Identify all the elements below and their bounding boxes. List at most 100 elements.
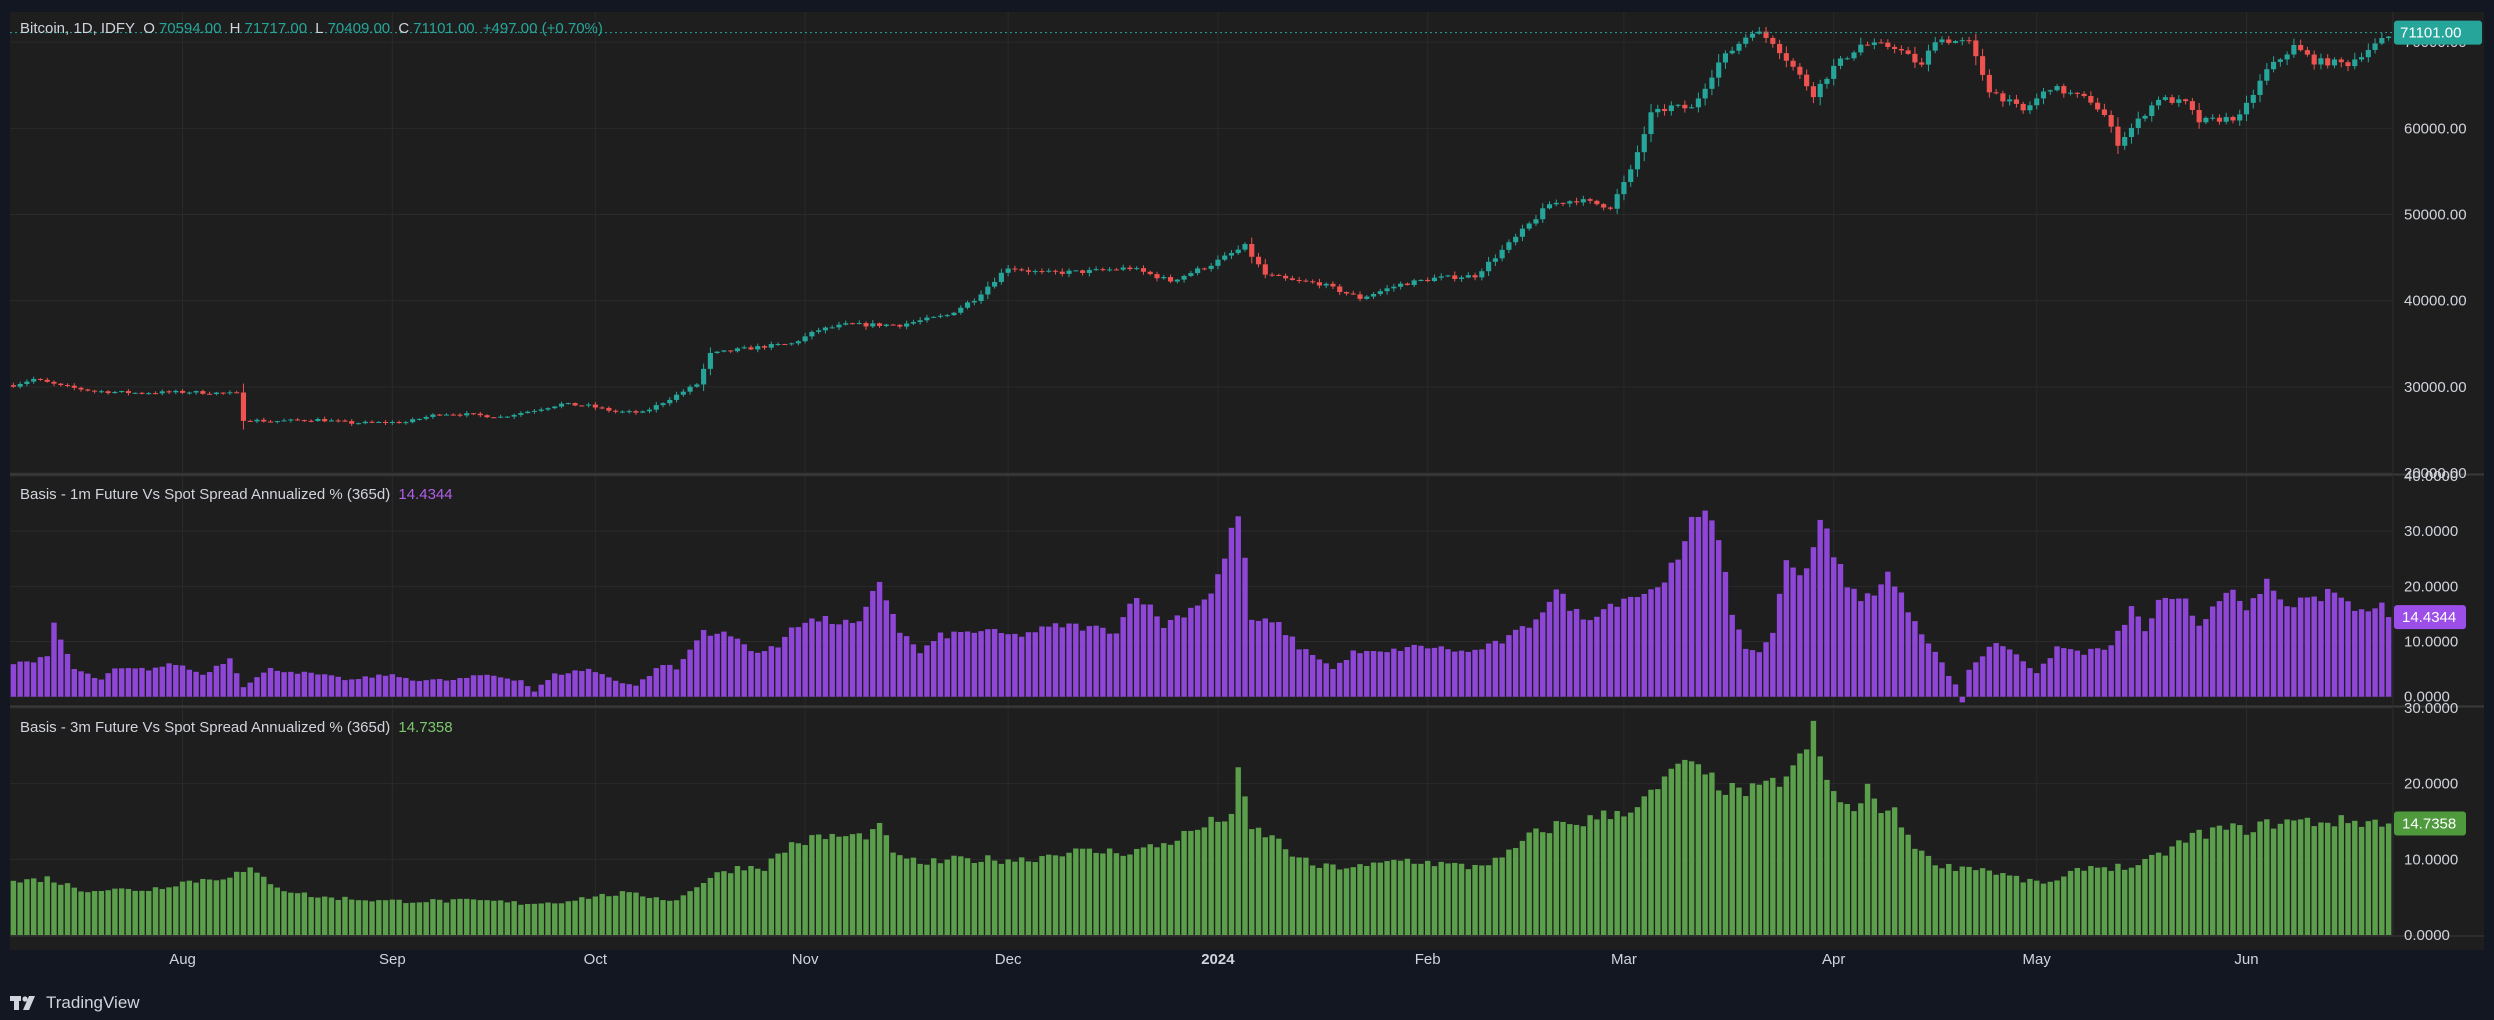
basis-3m-bar[interactable] bbox=[17, 882, 23, 935]
candle[interactable] bbox=[1661, 108, 1668, 112]
basis-3m-bar[interactable] bbox=[369, 901, 375, 935]
basis-1m-bar[interactable] bbox=[910, 644, 917, 697]
basis-3m-bar[interactable] bbox=[667, 900, 673, 935]
basis-3m-bar[interactable] bbox=[213, 880, 220, 935]
basis-3m-bar[interactable] bbox=[1472, 864, 1478, 935]
basis-1m-bar[interactable] bbox=[2108, 645, 2114, 697]
candle[interactable] bbox=[403, 422, 409, 424]
basis-3m-bar[interactable] bbox=[612, 895, 619, 935]
candle[interactable] bbox=[1350, 293, 1356, 295]
basis-1m-bar[interactable] bbox=[1648, 589, 1654, 697]
candle[interactable] bbox=[2142, 115, 2148, 119]
candle[interactable] bbox=[1147, 271, 1153, 275]
basis-3m-bar[interactable] bbox=[1736, 787, 1742, 935]
candle[interactable] bbox=[1756, 31, 1762, 34]
candle[interactable] bbox=[491, 417, 497, 419]
basis-3m-bar[interactable] bbox=[1688, 761, 1695, 935]
basis-1m-bar[interactable] bbox=[755, 652, 761, 697]
candle[interactable] bbox=[1472, 275, 1478, 278]
basis-1m-bar[interactable] bbox=[2121, 624, 2128, 697]
basis-1m-bar[interactable] bbox=[626, 684, 632, 697]
basis-1m-bar[interactable] bbox=[552, 673, 558, 697]
basis-1m-bar[interactable] bbox=[2000, 646, 2006, 697]
basis-1m-bar[interactable] bbox=[1891, 586, 1898, 697]
basis-3m-bar[interactable] bbox=[1343, 868, 1350, 935]
candle[interactable] bbox=[2325, 58, 2331, 66]
basis-3m-bar[interactable] bbox=[396, 899, 402, 935]
basis-1m-bar[interactable] bbox=[1641, 593, 1647, 697]
basis-1m-bar[interactable] bbox=[1898, 592, 1905, 697]
candle[interactable] bbox=[382, 421, 389, 423]
basis-1m-bar[interactable] bbox=[1066, 623, 1072, 697]
basis-1m-bar[interactable] bbox=[1810, 547, 1817, 697]
basis-3m-bar[interactable] bbox=[125, 888, 132, 935]
candle[interactable] bbox=[2318, 58, 2324, 65]
basis-1m-bar[interactable] bbox=[606, 677, 612, 697]
candle[interactable] bbox=[2034, 98, 2040, 106]
candle[interactable] bbox=[1743, 37, 1749, 44]
basis-3m-bar[interactable] bbox=[1844, 804, 1850, 935]
candle[interactable] bbox=[2135, 118, 2141, 128]
basis-1m-bar[interactable] bbox=[200, 674, 206, 697]
basis-3m-bar[interactable] bbox=[2020, 882, 2026, 935]
basis-3m-bar[interactable] bbox=[2264, 819, 2270, 935]
basis-1m-bar[interactable] bbox=[261, 672, 267, 697]
basis-3m-bar[interactable] bbox=[734, 866, 741, 935]
basis-1m-bar[interactable] bbox=[1675, 559, 1681, 697]
basis-3m-bar[interactable] bbox=[2094, 867, 2101, 935]
candle[interactable] bbox=[335, 420, 341, 422]
basis-1m-bar[interactable] bbox=[2061, 648, 2067, 697]
basis-3m-bar[interactable] bbox=[917, 863, 923, 935]
candle[interactable] bbox=[1722, 53, 1729, 63]
basis-1m-bar[interactable] bbox=[619, 683, 626, 697]
basis-3m-bar[interactable] bbox=[1418, 863, 1424, 935]
basis-1m-bar[interactable] bbox=[829, 624, 835, 697]
candle[interactable] bbox=[673, 394, 680, 400]
basis-1m-bar[interactable] bbox=[1715, 540, 1722, 697]
basis-1m-bar[interactable] bbox=[125, 668, 132, 697]
basis-1m-bar[interactable] bbox=[179, 665, 186, 697]
basis-1m-bar[interactable] bbox=[1952, 684, 1959, 697]
candle[interactable] bbox=[2027, 105, 2033, 111]
basis-1m-bar[interactable] bbox=[822, 615, 829, 697]
basis-3m-bar[interactable] bbox=[876, 822, 883, 935]
basis-1m-bar[interactable] bbox=[1113, 633, 1120, 697]
candle[interactable] bbox=[816, 330, 822, 332]
basis-1m-bar[interactable] bbox=[233, 673, 240, 697]
basis-3m-bar[interactable] bbox=[443, 902, 450, 935]
basis-3m-bar[interactable] bbox=[376, 900, 382, 935]
basis-1m-bar[interactable] bbox=[1343, 659, 1350, 697]
candle[interactable] bbox=[342, 420, 348, 422]
basis-3m-bar[interactable] bbox=[355, 900, 362, 935]
basis-1m-bar[interactable] bbox=[2149, 618, 2155, 697]
candle[interactable] bbox=[267, 421, 274, 423]
basis-3m-bar[interactable] bbox=[403, 903, 409, 935]
basis-1m-bar[interactable] bbox=[24, 661, 30, 697]
basis-3m-bar[interactable] bbox=[1831, 791, 1837, 935]
basis-3m-bar[interactable] bbox=[1140, 847, 1147, 935]
candle[interactable] bbox=[1438, 276, 1444, 278]
basis-1m-bar[interactable] bbox=[612, 680, 619, 697]
candle[interactable] bbox=[1763, 31, 1769, 38]
basis-1m-bar[interactable] bbox=[1424, 648, 1431, 697]
candle[interactable] bbox=[1919, 62, 1925, 65]
basis-3m-bar[interactable] bbox=[768, 858, 774, 935]
basis-1m-bar[interactable] bbox=[2040, 663, 2047, 697]
basis-1m-bar[interactable] bbox=[342, 680, 348, 697]
basis-3m-bar[interactable] bbox=[71, 887, 77, 935]
basis-1m-bar[interactable] bbox=[267, 668, 274, 697]
candle[interactable] bbox=[1154, 274, 1160, 279]
candle[interactable] bbox=[1952, 41, 1959, 43]
candle[interactable] bbox=[349, 421, 355, 424]
basis-1m-bar[interactable] bbox=[531, 691, 538, 697]
basis-3m-bar[interactable] bbox=[633, 892, 639, 935]
basis-3m-bar[interactable] bbox=[247, 867, 253, 935]
basis-1m-bar[interactable] bbox=[1912, 621, 1918, 697]
candle[interactable] bbox=[322, 418, 328, 422]
basis-3m-bar[interactable] bbox=[1370, 862, 1377, 935]
candle[interactable] bbox=[1255, 256, 1262, 265]
basis-3m-bar[interactable] bbox=[903, 858, 910, 935]
candle[interactable] bbox=[17, 384, 23, 387]
basis-3m-bar[interactable] bbox=[1323, 863, 1329, 935]
basis-1m-bar[interactable] bbox=[2047, 658, 2053, 697]
